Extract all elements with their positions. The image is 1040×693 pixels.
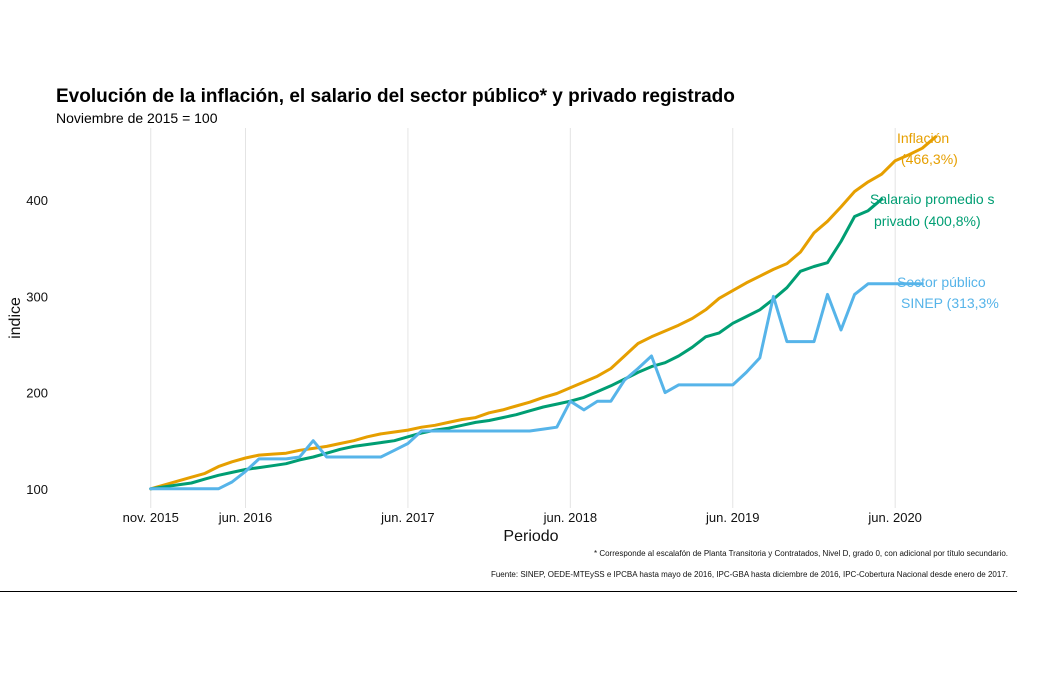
series-label: privado (400,8%): [874, 213, 981, 229]
y-tick-label: 200: [26, 386, 48, 401]
x-axis-title: Periodo: [503, 528, 558, 545]
chart-footnote: * Corresponde al escalafón de Planta Tra…: [593, 549, 1008, 558]
series-label: Salaraio promedio s: [870, 191, 995, 207]
chart-source: Fuente: SINEP, OEDE-MTEySS e IPCBA hasta…: [490, 570, 1008, 579]
series-line-inflacion: [149, 135, 938, 491]
x-tick-label: jun. 2016: [218, 510, 273, 525]
y-tick-label: 300: [26, 289, 48, 304]
y-axis-title: indice: [7, 297, 24, 339]
chart-subtitle: Noviembre de 2015 = 100: [56, 110, 218, 126]
series-label: Inflación: [897, 130, 949, 146]
series-label: Sector público: [897, 274, 986, 290]
bottom-rule: [0, 591, 1017, 592]
x-tick-label: jun. 2017: [380, 510, 435, 525]
x-tick-label: jun. 2020: [867, 510, 922, 525]
x-tick-label: jun. 2018: [543, 510, 598, 525]
series-line-salaraio-promedio-s-privado: [149, 197, 884, 491]
x-tick-label: nov. 2015: [123, 510, 179, 525]
line-chart: nov. 2015 jun. 2016 jun. 2017 jun. 2018 jun.…: [7, 128, 999, 545]
y-tick-label: 100: [26, 482, 48, 497]
series-label: SINEP (313,3%: [901, 295, 999, 311]
x-tick-label: jun. 2019: [705, 510, 760, 525]
chart-title: Evolución de la inflación, el salario de…: [56, 86, 735, 107]
y-tick-label: 400: [26, 193, 48, 208]
series-line-sector-publico-sinep: [149, 282, 924, 491]
series-label: (466,3%): [901, 151, 958, 167]
